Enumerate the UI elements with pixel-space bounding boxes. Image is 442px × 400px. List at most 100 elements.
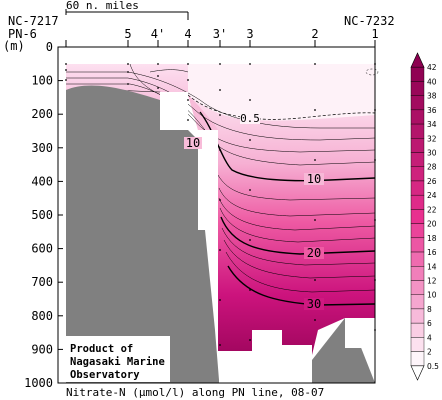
end-label-left: NC-7217: [8, 14, 59, 28]
colorbar-swatch: [410, 308, 425, 324]
y-tick-label: 400: [31, 174, 53, 188]
colorbar-label: 12: [427, 276, 437, 285]
credit-line: Nagasaki Marine: [70, 356, 165, 368]
y-tick-label: 900: [31, 342, 53, 356]
mask-bottom-left: [219, 351, 252, 383]
contour-inner: [149, 69, 189, 73]
colorbar-label: 22: [427, 205, 437, 214]
colorbar-swatch: [410, 209, 425, 224]
contour-18: [219, 207, 376, 243]
scale-bar: 60 n. miles: [65, 0, 189, 20]
no-data-mask: [160, 92, 375, 383]
colorbar-label: 28: [427, 163, 437, 172]
colorbar-swatch: [410, 166, 425, 182]
contour-label: 10: [307, 172, 321, 186]
mask-bottom-right: [345, 318, 375, 348]
colorbar-swatch: [410, 180, 425, 196]
continental-slope: [66, 85, 219, 383]
contour-6: [66, 83, 376, 153]
colorbar-label: 2: [427, 348, 432, 357]
y-tick-label: 500: [31, 208, 53, 222]
mask-bottom-mid: [252, 345, 312, 383]
y-axis-label: (m): [3, 39, 25, 53]
surface-band: [188, 64, 375, 121]
offshore-water: [188, 64, 375, 355]
y-tick-label: 600: [31, 242, 53, 256]
contour-14: [218, 187, 376, 217]
y-tick-label: 300: [31, 141, 53, 155]
y-tick-label: 1000: [24, 376, 53, 390]
colorbar-label: 32: [427, 134, 437, 143]
contour-12: [217, 174, 376, 201]
y-axis: 0 100 200 300 400 500 600 700 800 900 1000: [24, 40, 63, 390]
contour-22: [221, 227, 376, 266]
colorbar-swatch: [410, 123, 425, 139]
colorbar-max-arrow: [410, 52, 425, 68]
y-tick-label: 100: [31, 74, 53, 88]
colorbar-label: 6: [427, 319, 432, 328]
colorbar-swatch: [410, 223, 425, 239]
colorbar-label: 36: [427, 106, 437, 115]
station-label: 3: [246, 27, 253, 41]
colorbar-swatch: [410, 337, 425, 352]
colorbar-label: 24: [427, 191, 437, 200]
colorbar-swatch: [410, 109, 425, 125]
contour-label: 30: [307, 297, 321, 311]
colorbar-swatch: [410, 152, 425, 167]
end-label-right: NC-7232: [344, 14, 395, 28]
colorbar-label: 42: [427, 63, 437, 72]
contour-20: [220, 216, 376, 255]
contour-small-loop: [365, 68, 379, 76]
colorbar-min-arrow: [410, 365, 425, 381]
contour-label: 20: [307, 246, 321, 260]
colorbar-label: 20: [427, 220, 437, 229]
station-axis: PN-6 5 4' 4 3' 3 2 1: [8, 27, 379, 47]
colorbar-label: 4: [427, 333, 432, 342]
station-label: PN-6: [8, 27, 37, 41]
colorbar-label: 16: [427, 248, 437, 257]
station-label: 5: [124, 27, 131, 41]
colorbar-swatch: [410, 351, 425, 366]
colorbar-label: 40: [427, 77, 437, 86]
colorbar-label: 18: [427, 234, 437, 243]
mask-shelf-gap: [160, 92, 188, 130]
contour-24: [223, 239, 376, 279]
colorbar-swatch: [410, 67, 425, 82]
colorbar-swatch: [410, 294, 425, 310]
contour-label: 0.5: [240, 112, 260, 125]
contour-16: [218, 197, 376, 231]
contour-2: [66, 71, 375, 129]
colorbar-label: 38: [427, 92, 437, 101]
mask-slope-gap: [198, 130, 218, 230]
colorbar-swatch: [410, 81, 425, 96]
credit-line: Product of: [70, 343, 133, 355]
scale-bar-label: 60 n. miles: [66, 0, 139, 12]
colorbar-label: 26: [427, 177, 437, 186]
colorbar-label: 34: [427, 120, 437, 129]
contour-26: [225, 251, 376, 293]
station-label: 3': [213, 27, 227, 41]
colorbar-label: 10: [427, 291, 437, 300]
colorbar-label: 30: [427, 149, 437, 158]
station-label: 1: [371, 27, 378, 41]
y-tick-label: 0: [46, 40, 53, 54]
colorbar-swatch: [410, 194, 425, 210]
y-tick-label: 200: [31, 107, 53, 121]
station-label: 4': [151, 27, 165, 41]
colorbar-label: 8: [427, 305, 432, 314]
colorbar-swatch: [410, 251, 425, 267]
contour-label-group: 0.5 10 10 20 30: [184, 112, 324, 311]
colorbar-swatch: [410, 95, 425, 111]
chart-title: Nitrate-N (μmol/l) along PN line, 08-07: [66, 386, 324, 399]
colorbar-swatch: [410, 138, 425, 153]
offshore-ridge: [306, 318, 375, 383]
contour-0.5: [187, 94, 376, 120]
y-tick-label: 700: [31, 275, 53, 289]
y-tick-label: 800: [31, 309, 53, 323]
contour-label: 10: [186, 136, 200, 150]
colorbar-swatch: [410, 322, 425, 338]
credit-box: Product of Nagasaki Marine Observatory: [66, 336, 170, 382]
colorbar-swatch: [410, 280, 425, 295]
colorbar-label: 14: [427, 262, 437, 271]
